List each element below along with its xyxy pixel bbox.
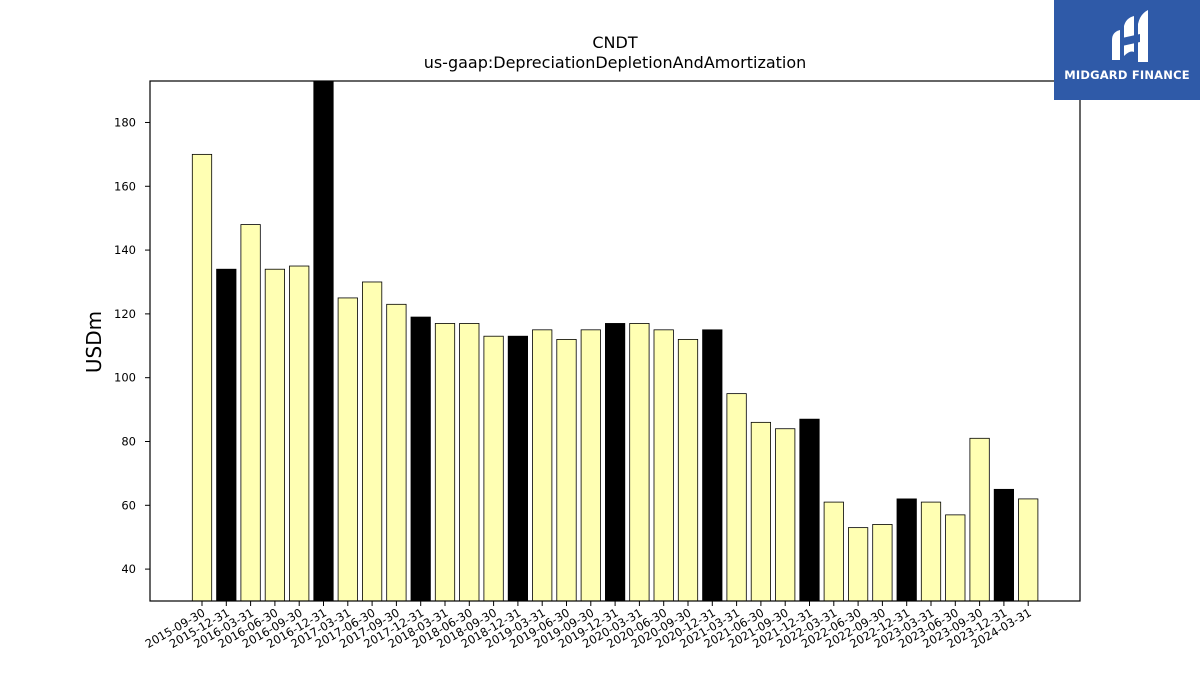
plot-frame	[149, 80, 1081, 602]
bar-2017-03-31	[337, 297, 358, 602]
bar-2018-06-30	[459, 323, 480, 602]
bar-2019-12-31	[605, 323, 626, 602]
brand-logo: MIDGARD FINANCE	[1054, 0, 1200, 100]
bar-2020-09-30	[677, 338, 699, 602]
bar-2021-12-31	[799, 418, 820, 602]
bar-2016-06-30	[264, 268, 286, 602]
bar-2016-03-31	[240, 224, 261, 602]
bar-series	[191, 80, 1039, 602]
y-tick-label: 140	[114, 243, 136, 257]
bar-2020-03-31	[629, 323, 650, 602]
y-axis-ticks: 40 60 80 100 120 140 160 180	[114, 115, 150, 576]
y-tick-label: 80	[121, 434, 136, 448]
bar-2023-03-31	[920, 501, 942, 602]
y-tick-label: 120	[114, 307, 136, 321]
bar-2017-09-30	[386, 303, 407, 602]
bar-2016-09-30	[289, 265, 310, 602]
bar-2015-09-30	[191, 153, 213, 602]
y-axis-label: USDm	[82, 311, 106, 373]
bar-2023-09-30	[969, 437, 990, 602]
x-axis-ticks: 2015-09-302015-12-312016-03-312016-06-30…	[143, 601, 1034, 651]
bar-2020-12-31	[702, 329, 723, 602]
bar-2020-06-30	[653, 329, 674, 602]
bar-2019-03-31	[532, 329, 553, 602]
bar-2022-09-30	[872, 524, 893, 602]
bar-2021-06-30	[750, 421, 772, 602]
bar-2022-06-30	[848, 527, 869, 602]
y-tick-label: 160	[114, 179, 136, 193]
bar-2022-03-31	[823, 501, 844, 602]
y-tick-label: 40	[121, 562, 136, 576]
bar-2021-09-30	[775, 428, 796, 602]
bar-2019-09-30	[580, 329, 601, 602]
bar-2024-03-31	[1018, 498, 1039, 602]
bar-2022-12-31	[896, 498, 917, 602]
bar-2017-12-31	[410, 316, 431, 602]
bar-2017-06-30	[361, 281, 383, 602]
bar-2023-12-31	[993, 488, 1015, 602]
bar-2018-09-30	[483, 335, 504, 602]
midgard-logo-icon	[1112, 10, 1148, 62]
bar-2018-12-31	[507, 335, 529, 602]
bar-2021-03-31	[726, 393, 747, 602]
bar-2019-06-30	[556, 338, 577, 602]
bar-2016-12-31	[313, 80, 334, 602]
brand-logo-text: MIDGARD FINANCE	[1064, 68, 1190, 82]
bar-2023-06-30	[945, 514, 966, 602]
y-tick-label: 100	[114, 371, 136, 385]
y-tick-label: 60	[121, 498, 136, 512]
bar-2015-12-31	[216, 268, 237, 602]
chart-title: CNDT	[592, 33, 637, 52]
chart-subtitle: us-gaap:DepreciationDepletionAndAmortiza…	[424, 53, 807, 72]
y-tick-label: 180	[114, 115, 136, 129]
bar-2018-03-31	[434, 323, 456, 602]
